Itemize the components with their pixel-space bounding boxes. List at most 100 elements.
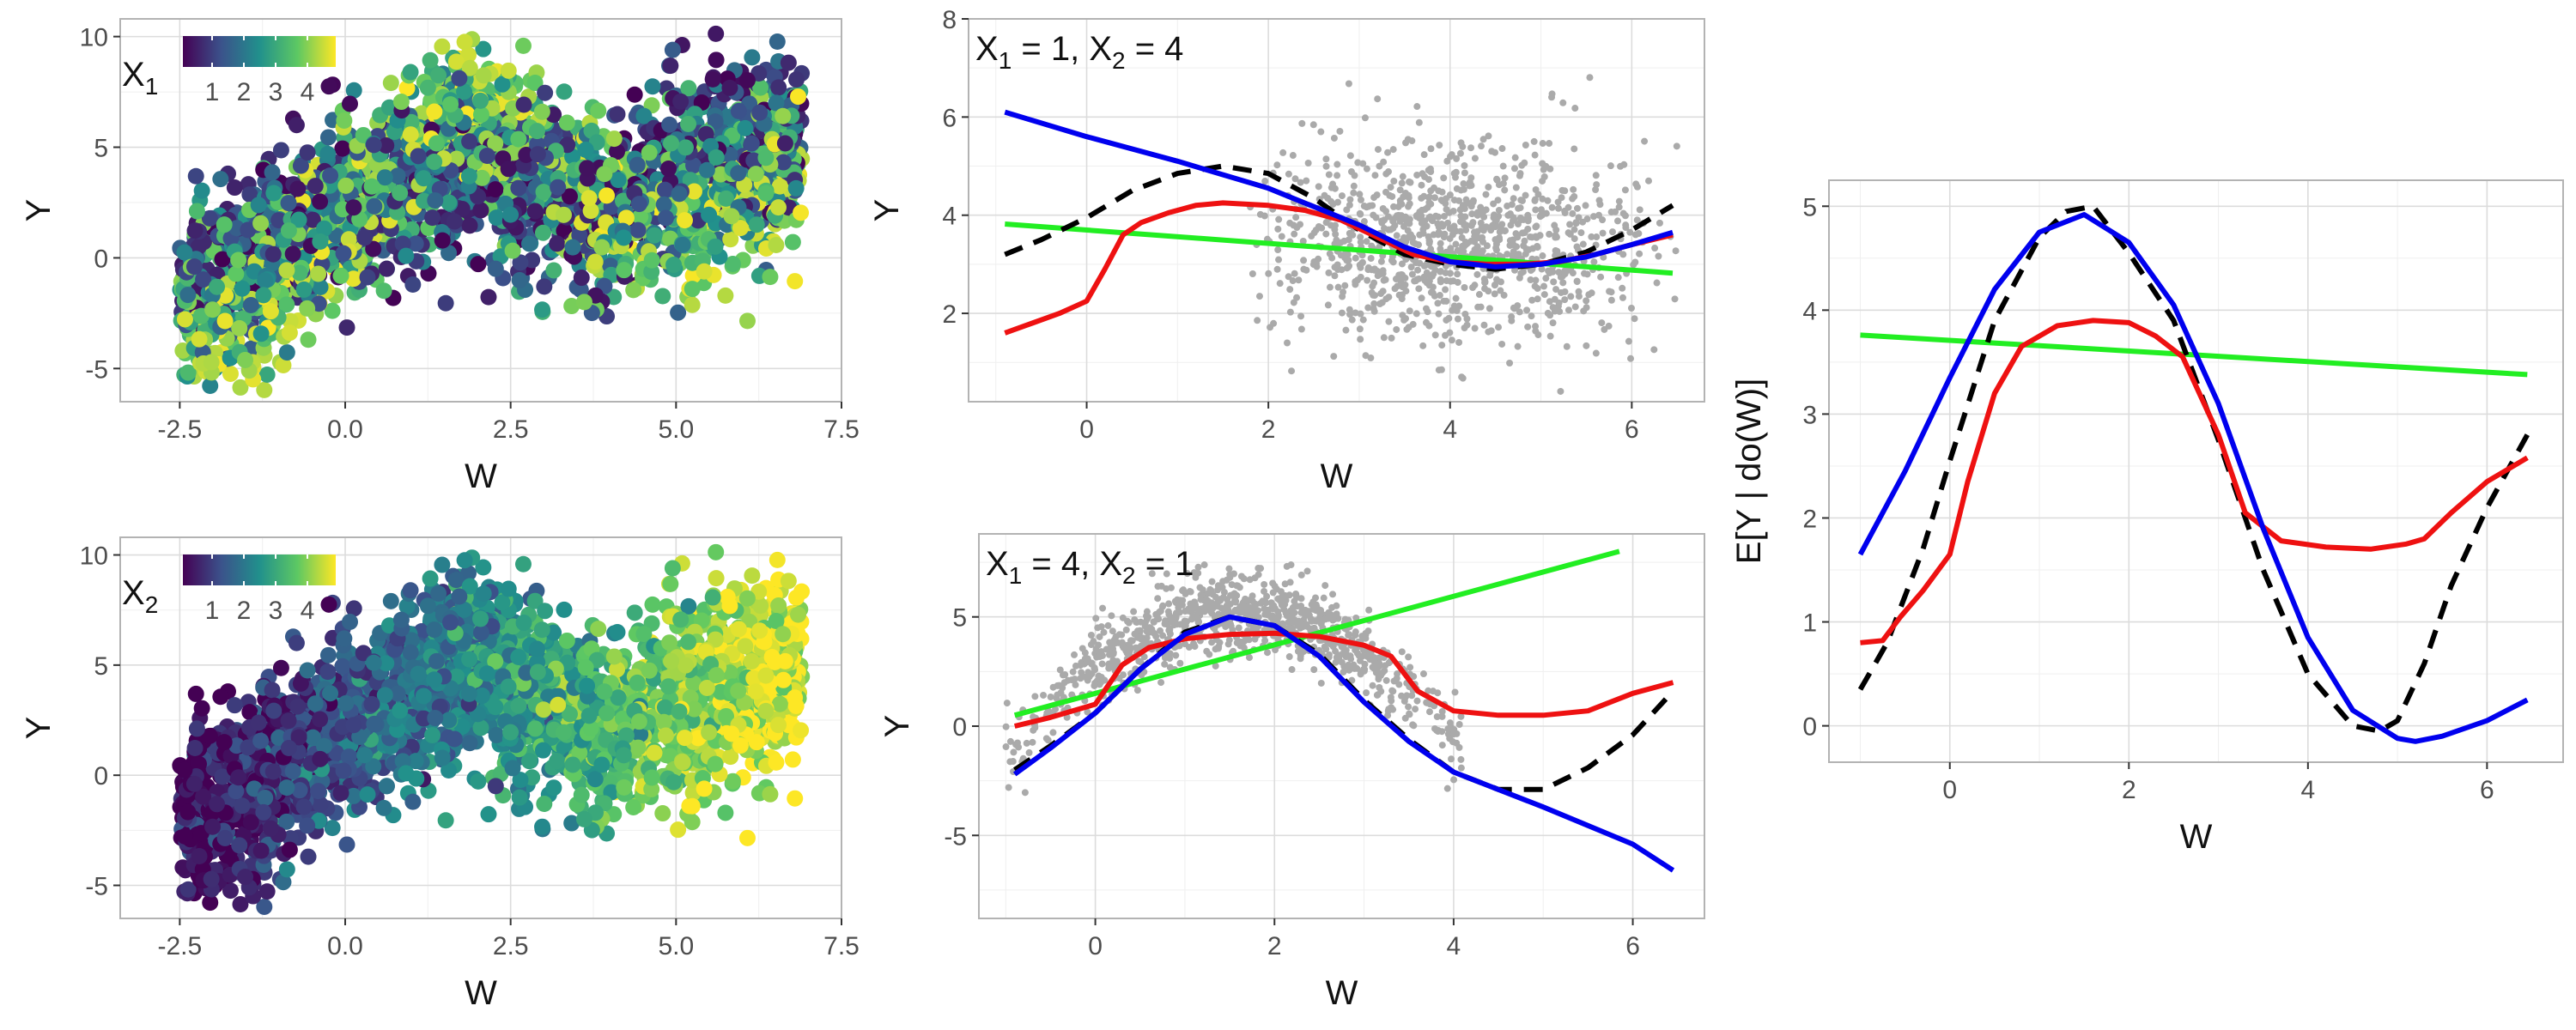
data-point xyxy=(299,144,316,161)
scatter-points xyxy=(172,25,811,398)
data-point xyxy=(212,688,229,706)
data-point xyxy=(747,166,764,183)
color-legend: X1 1 2 3 4 xyxy=(122,36,336,106)
data-point xyxy=(389,167,406,185)
data-point xyxy=(662,575,679,592)
data-point xyxy=(278,296,295,313)
data-point xyxy=(593,239,611,256)
data-point xyxy=(299,300,316,317)
data-point xyxy=(335,245,352,262)
data-point xyxy=(696,263,713,280)
data-point xyxy=(319,129,337,146)
data-point xyxy=(738,829,756,846)
data-point xyxy=(680,80,697,97)
data-point xyxy=(646,227,663,244)
data-point xyxy=(278,344,295,361)
data-point xyxy=(526,720,544,737)
data-point xyxy=(685,183,702,200)
data-point xyxy=(775,107,792,124)
data-point xyxy=(793,204,810,221)
data-point xyxy=(187,685,204,702)
data-point xyxy=(478,147,495,164)
data-point xyxy=(475,67,492,84)
data-point xyxy=(300,331,317,348)
data-point xyxy=(610,172,627,189)
data-point xyxy=(528,123,545,140)
data-point xyxy=(322,167,339,185)
data-point xyxy=(762,785,779,803)
data-point xyxy=(340,748,357,766)
data-point xyxy=(398,80,416,97)
data-point xyxy=(278,813,295,830)
data-point xyxy=(723,208,740,225)
data-point xyxy=(473,169,490,186)
data-point xyxy=(345,600,362,617)
data-point xyxy=(453,718,471,735)
data-point xyxy=(768,94,785,112)
x-axis-title: W xyxy=(465,457,497,495)
data-point xyxy=(295,798,313,815)
data-point xyxy=(288,117,305,134)
data-point xyxy=(787,790,804,807)
data-point xyxy=(487,778,504,795)
data-point xyxy=(304,211,321,228)
data-point xyxy=(571,744,588,761)
data-point xyxy=(511,272,528,289)
data-point xyxy=(453,200,471,217)
data-point xyxy=(769,33,786,51)
data-point xyxy=(280,195,297,212)
data-point xyxy=(487,181,504,198)
data-point xyxy=(440,245,458,262)
data-point xyxy=(500,161,517,178)
data-point xyxy=(680,115,697,132)
data-point xyxy=(427,191,444,209)
data-point xyxy=(324,302,341,319)
data-point xyxy=(787,697,805,714)
data-point xyxy=(722,231,739,248)
data-point xyxy=(280,222,297,239)
data-point xyxy=(231,837,248,854)
data-point xyxy=(419,597,436,615)
data-point xyxy=(609,624,626,641)
data-point xyxy=(708,570,725,587)
data-point xyxy=(319,663,337,681)
data-point xyxy=(704,589,721,606)
data-point xyxy=(456,601,473,618)
data-point xyxy=(718,190,735,207)
data-point xyxy=(176,311,193,328)
data-point xyxy=(442,162,459,179)
data-point xyxy=(707,238,724,255)
data-point xyxy=(256,898,273,915)
x-tick-label: 7.5 xyxy=(823,415,860,444)
data-point xyxy=(402,126,419,143)
data-point xyxy=(214,768,231,785)
data-point xyxy=(345,270,362,288)
data-point xyxy=(437,294,454,312)
data-point xyxy=(289,180,307,197)
data-point xyxy=(461,578,478,595)
data-point xyxy=(677,139,694,156)
data-point xyxy=(212,171,229,188)
data-point xyxy=(590,621,607,638)
data-point xyxy=(291,264,308,282)
data-point xyxy=(338,836,355,853)
data-point xyxy=(514,37,532,54)
data-point xyxy=(629,156,646,173)
data-point xyxy=(514,555,532,573)
data-point xyxy=(440,194,458,211)
data-point xyxy=(226,179,243,197)
data-point xyxy=(769,551,786,568)
data-point xyxy=(518,147,535,164)
data-point xyxy=(512,254,529,271)
data-point xyxy=(644,596,661,613)
data-point xyxy=(365,136,382,154)
data-point xyxy=(356,229,374,246)
data-point xyxy=(662,58,679,75)
x-tick-label: 2.5 xyxy=(493,415,529,444)
data-point xyxy=(708,25,725,42)
data-point xyxy=(402,582,419,599)
data-point xyxy=(240,221,257,239)
data-point xyxy=(179,364,197,381)
data-point xyxy=(780,54,797,71)
